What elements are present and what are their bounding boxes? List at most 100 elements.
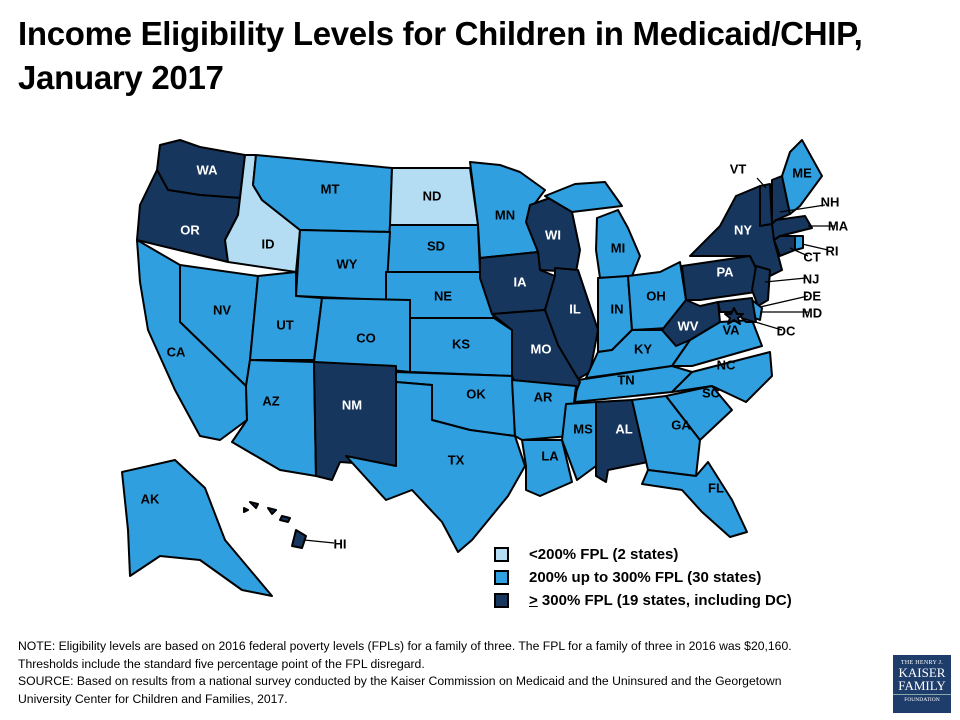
state-shape bbox=[561, 401, 597, 481]
state-shape bbox=[511, 379, 577, 441]
state-label-ms: MS bbox=[573, 421, 593, 436]
state-label-dc: DC bbox=[777, 323, 796, 338]
state-label-mn: MN bbox=[495, 207, 515, 222]
state-shape bbox=[249, 501, 259, 509]
legend-label-high: 300% FPL (19 states, including DC) bbox=[537, 592, 792, 609]
state-label-fl: FL bbox=[708, 480, 724, 495]
leader-line bbox=[756, 177, 767, 189]
state-shape bbox=[771, 175, 791, 225]
leader-line bbox=[759, 295, 809, 308]
state-nj bbox=[751, 265, 771, 307]
state-label-wi: WI bbox=[545, 227, 561, 242]
source-line: SOURCE: Based on results from a national… bbox=[18, 674, 782, 688]
state-shape bbox=[243, 507, 249, 513]
state-label-or: OR bbox=[180, 222, 200, 237]
state-shape bbox=[121, 459, 273, 597]
state-ms bbox=[561, 401, 597, 481]
state-label-ct: CT bbox=[803, 249, 820, 264]
state-label-mi: MI bbox=[611, 240, 625, 255]
state-label-nh: NH bbox=[821, 194, 840, 209]
legend-swatch-mid bbox=[494, 570, 509, 585]
state-label-wv: WV bbox=[678, 318, 699, 333]
state-label-ar: AR bbox=[534, 389, 553, 404]
state-label-mo: MO bbox=[531, 341, 552, 356]
state-label-ak: AK bbox=[141, 491, 160, 506]
legend-swatch-low bbox=[494, 547, 509, 562]
state-label-nc: NC bbox=[717, 357, 736, 372]
legend-item-low: <200% FPL (2 states) bbox=[494, 543, 792, 566]
state-label-va: VA bbox=[722, 322, 740, 337]
state-label-tn: TN bbox=[617, 372, 634, 387]
state-nc bbox=[671, 351, 773, 403]
state-nm bbox=[313, 361, 397, 481]
legend-item-mid: 200% up to 300% FPL (30 states) bbox=[494, 566, 792, 589]
state-shape bbox=[717, 297, 757, 323]
state-nh bbox=[771, 175, 791, 225]
state-label-mt: MT bbox=[321, 181, 340, 196]
state-label-ca: CA bbox=[167, 344, 186, 359]
logo-line: FOUNDATION bbox=[893, 694, 951, 703]
legend-label-mid: 200% up to 300% FPL (30 states) bbox=[529, 569, 762, 586]
state-label-la: LA bbox=[541, 448, 559, 463]
state-label-ky: KY bbox=[634, 341, 652, 356]
state-label-sc: SC bbox=[702, 385, 721, 400]
state-label-id: ID bbox=[262, 236, 275, 251]
state-label-oh: OH bbox=[646, 288, 666, 303]
logo-line: THE HENRY J. bbox=[900, 660, 944, 666]
state-shape bbox=[781, 139, 823, 215]
source-line: University Center for Children and Famil… bbox=[18, 691, 288, 706]
state-mi bbox=[544, 181, 641, 279]
leader-line bbox=[801, 243, 829, 251]
legend-prefix-high: > bbox=[529, 592, 538, 609]
state-shape bbox=[267, 507, 277, 515]
state-me bbox=[781, 139, 823, 215]
state-shape bbox=[759, 183, 773, 227]
state-label-al: AL bbox=[615, 421, 632, 436]
state-label-pa: PA bbox=[716, 264, 734, 279]
state-shape bbox=[291, 529, 307, 549]
state-label-nj: NJ bbox=[803, 271, 820, 286]
state-ga bbox=[631, 395, 701, 477]
state-label-nv: NV bbox=[213, 302, 231, 317]
state-label-co: CO bbox=[356, 330, 376, 345]
state-label-tx: TX bbox=[448, 452, 465, 467]
state-sc bbox=[665, 385, 733, 441]
leader-line bbox=[764, 277, 807, 283]
logo-line: KAISER bbox=[898, 665, 946, 680]
state-label-ok: OK bbox=[466, 386, 486, 401]
state-shape bbox=[345, 381, 526, 553]
state-dc bbox=[724, 307, 744, 325]
state-label-vt: VT bbox=[730, 161, 747, 176]
state-label-az: AZ bbox=[262, 393, 279, 408]
note-line: Thresholds include the standard five per… bbox=[18, 656, 425, 671]
state-label-ks: KS bbox=[452, 336, 470, 351]
state-shape bbox=[751, 265, 771, 307]
state-vt bbox=[759, 183, 773, 227]
state-ar bbox=[511, 379, 577, 441]
state-shape bbox=[313, 361, 397, 481]
state-label-sd: SD bbox=[427, 238, 445, 253]
state-shape bbox=[724, 307, 744, 325]
kff-logo: THE HENRY J. KAISER FAMILY FOUNDATION bbox=[893, 655, 951, 713]
leader-line bbox=[741, 317, 783, 331]
note-line: NOTE: Eligibility levels are based on 20… bbox=[18, 639, 792, 653]
state-shape bbox=[279, 515, 291, 523]
state-shape bbox=[794, 235, 804, 251]
state-label-in: IN bbox=[611, 301, 624, 316]
legend-swatch-high bbox=[494, 593, 509, 608]
leader-line bbox=[779, 204, 826, 213]
notes: NOTE: Eligibility levels are based on 20… bbox=[18, 638, 878, 708]
state-label-wy: WY bbox=[337, 256, 358, 271]
state-label-ri: RI bbox=[826, 243, 839, 258]
state-label-hi: HI bbox=[334, 536, 347, 551]
state-shape bbox=[631, 395, 701, 477]
legend-label-low: <200% FPL (2 states) bbox=[529, 546, 679, 563]
logo-line: FAMILY bbox=[898, 678, 946, 693]
leader-line bbox=[303, 539, 335, 544]
state-shape bbox=[595, 209, 641, 279]
state-label-md: MD bbox=[802, 305, 822, 320]
legend-item-high: > 300% FPL (19 states, including DC) bbox=[494, 589, 792, 612]
state-label-nm: NM bbox=[342, 397, 362, 412]
